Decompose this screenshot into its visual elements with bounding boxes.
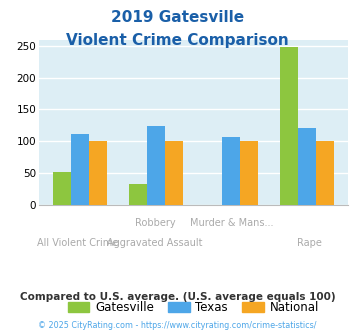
Text: Murder & Mans...: Murder & Mans... [190,218,274,228]
Text: Compared to U.S. average. (U.S. average equals 100): Compared to U.S. average. (U.S. average … [20,292,335,302]
Bar [222,137,240,205]
Bar [129,184,147,205]
Bar [240,141,258,205]
Bar [89,141,108,205]
Text: All Violent Crime: All Violent Crime [37,238,118,248]
Legend: Gatesville, Texas, National: Gatesville, Texas, National [64,296,323,319]
Bar [165,141,183,205]
Text: 2019 Gatesville: 2019 Gatesville [111,10,244,25]
Text: © 2025 CityRating.com - https://www.cityrating.com/crime-statistics/: © 2025 CityRating.com - https://www.city… [38,321,317,330]
Bar [279,47,297,205]
Bar [71,134,89,205]
Bar [53,172,71,205]
Text: Robbery: Robbery [135,218,175,228]
Bar [297,128,316,205]
Text: Aggravated Assault: Aggravated Assault [107,238,203,248]
Bar [147,126,165,205]
Bar [316,141,334,205]
Text: Violent Crime Comparison: Violent Crime Comparison [66,33,289,48]
Text: Rape: Rape [297,238,322,248]
